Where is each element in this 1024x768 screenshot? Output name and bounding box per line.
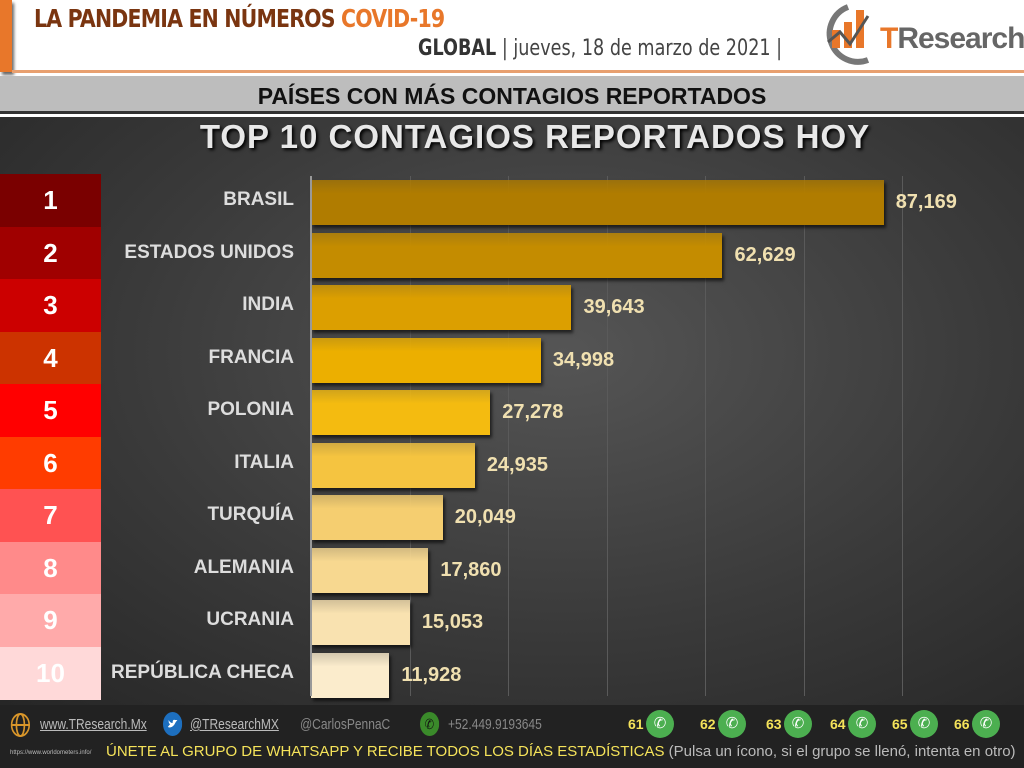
group-number: 66: [954, 716, 970, 732]
group-number: 64: [830, 716, 846, 732]
value-label: 17,860: [440, 558, 502, 581]
country-label: REPÚBLICA CHECA: [111, 661, 294, 683]
rank-badge: 2: [0, 226, 101, 280]
globe-icon: [10, 712, 31, 742]
country-label: UCRANIA: [206, 609, 294, 630]
value-label: 62,629: [734, 243, 796, 266]
gridline: [606, 176, 608, 696]
rank-badge: 1: [0, 174, 101, 227]
value-label: 20,049: [454, 506, 516, 528]
logo-chart-icon: [826, 4, 870, 65]
country-label: ESTADOS UNIDOS: [124, 241, 294, 263]
whatsapp-icon[interactable]: ✆: [972, 710, 1000, 738]
rank-badge: 7: [0, 489, 101, 542]
bar: [311, 337, 541, 383]
phone-icon: ✆: [420, 712, 440, 740]
value-label: 15,053: [421, 611, 484, 633]
y-axis-line: [310, 176, 312, 696]
value-label: 27,278: [502, 401, 564, 423]
rank-badge: 4: [0, 331, 101, 385]
rank-badge: 5: [0, 384, 101, 437]
twitter-link[interactable]: @TResearchMX: [190, 716, 279, 733]
rank-badge: 3: [0, 279, 101, 332]
date-line: GLOBAL | jueves, 18 de marzo de 2021 |: [418, 36, 783, 61]
whatsapp-icon[interactable]: ✆: [910, 710, 938, 738]
country-label: TURQUÍA: [207, 504, 294, 525]
value-label: 24,935: [486, 453, 548, 476]
header: LA PANDEMIA EN NÚMEROS COVID-19 GLOBAL |…: [0, 0, 1024, 76]
value-label: 39,643: [583, 296, 645, 318]
group-number: 65: [892, 716, 908, 732]
country-label: INDIA: [242, 294, 294, 315]
bar: [311, 180, 884, 225]
whatsapp-icon[interactable]: ✆: [848, 710, 876, 738]
tresearch-logo: TResearch: [818, 2, 1024, 68]
whatsapp-icon[interactable]: ✆: [784, 710, 812, 738]
website-link[interactable]: www.TResearch.Mx: [40, 716, 147, 733]
chart-title: TOP 10 CONTAGIOS REPORTADOS HOY: [199, 118, 871, 155]
source-text: https://www.worldometers.info/: [10, 750, 92, 756]
gridline: [705, 176, 707, 696]
twitter-icon: [163, 712, 183, 740]
country-label: ALEMANIA: [193, 556, 294, 578]
bar: [311, 547, 429, 593]
svg-text:✆: ✆: [425, 717, 435, 732]
country-label: BRASIL: [223, 189, 294, 210]
divider: [12, 70, 1024, 73]
accent-bar: [0, 0, 12, 72]
value-label: 87,169: [895, 191, 957, 213]
country-label: POLONIA: [207, 399, 294, 420]
whatsapp-invite: ÚNETE AL GRUPO DE WHATSAPP Y RECIBE TODO…: [106, 743, 1016, 760]
bar: [311, 390, 491, 435]
value-label: 34,998: [552, 348, 615, 371]
user-handle: @CarlosPennaC: [300, 716, 391, 733]
phone-number: +52.449.9193645: [448, 716, 542, 733]
country-label: ITALIA: [234, 451, 294, 473]
rank-badge: 6: [0, 436, 101, 490]
bar: [311, 285, 572, 330]
bar: [311, 442, 475, 488]
bar: [311, 600, 410, 645]
country-label: FRANCIA: [208, 346, 295, 368]
value-label: 11,928: [401, 663, 462, 686]
bar: [311, 652, 390, 698]
group-number: 61: [628, 716, 644, 732]
rank-badge: 9: [0, 594, 101, 647]
page-title: LA PANDEMIA EN NÚMEROS COVID-19: [34, 4, 445, 33]
group-number: 63: [766, 716, 782, 732]
whatsapp-icon[interactable]: ✆: [718, 710, 746, 738]
bar: [311, 232, 723, 278]
gridline: [409, 176, 411, 696]
gridline: [803, 176, 805, 696]
bar: [311, 495, 443, 540]
section-subtitle: PAÍSES CON MÁS CONTAGIOS REPORTADOS: [0, 76, 1024, 114]
rank-badge: 8: [0, 541, 101, 595]
gridline: [508, 176, 510, 696]
rank-badge: 10: [0, 646, 101, 700]
gridline: [902, 176, 904, 696]
whatsapp-icon[interactable]: ✆: [646, 710, 674, 738]
group-number: 62: [700, 716, 716, 732]
